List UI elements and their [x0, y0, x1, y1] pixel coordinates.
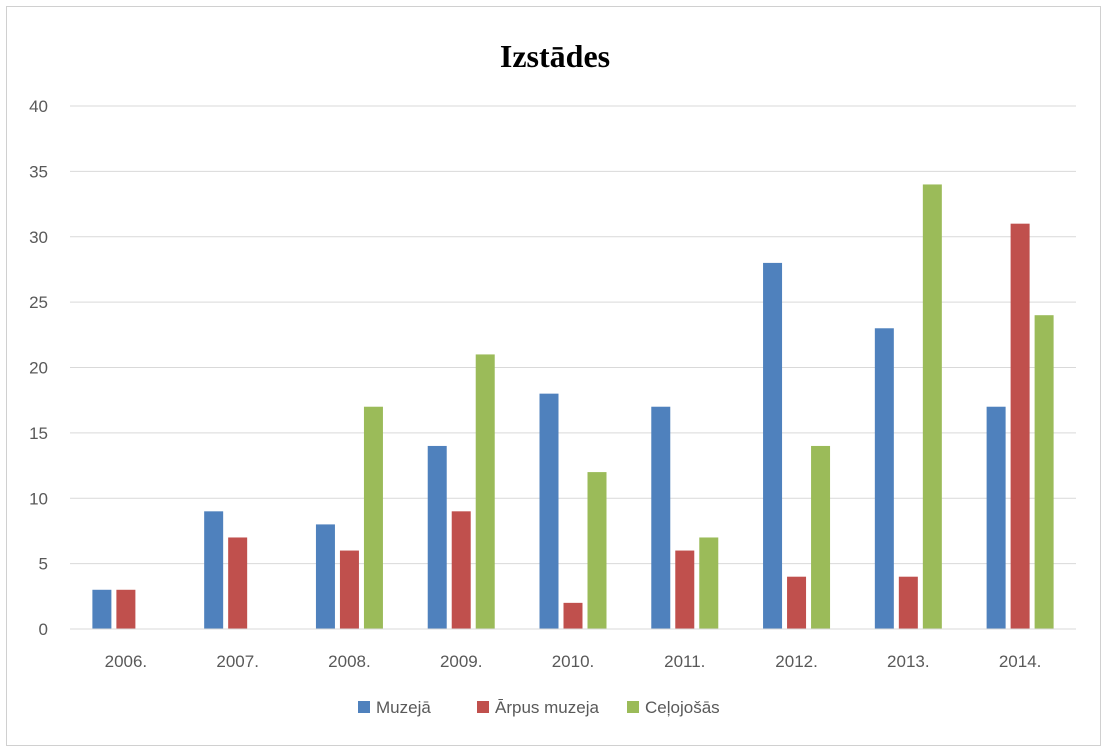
- y-tick-label: 15: [29, 424, 48, 443]
- bar-2-2014: [1010, 223, 1030, 630]
- legend-label: Ceļojošās: [645, 698, 720, 717]
- legend-item: Muzejā: [358, 698, 431, 717]
- bar-1-2010: [539, 393, 559, 629]
- bar-3-2008: [363, 406, 383, 629]
- x-tick-label: 2014.: [999, 652, 1042, 671]
- x-tick-label: 2009.: [440, 652, 483, 671]
- x-tick-label: 2013.: [887, 652, 930, 671]
- y-tick-label: 30: [29, 228, 48, 247]
- bar-1-2014: [986, 406, 1006, 629]
- bar-1-2008: [315, 524, 335, 629]
- bar-3-2013: [922, 184, 942, 629]
- x-axis-ticks: 2006. 2007. 2008. 2009. 2010. 2011. 2012. 2013.…: [105, 652, 1042, 671]
- legend-label: Ārpus muzeja: [495, 698, 599, 717]
- bar-2-2009: [451, 511, 471, 629]
- bar-2-2013: [898, 576, 918, 629]
- x-tick-label: 2007.: [216, 652, 259, 671]
- bar-1-2009: [427, 445, 447, 629]
- x-tick-label: 2011.: [664, 652, 705, 671]
- bar-3-2012: [811, 445, 831, 629]
- legend-swatch: [358, 701, 370, 713]
- bars: [92, 184, 1054, 630]
- legend: Muzejā Ārpus muzeja Ceļojošās: [358, 698, 720, 717]
- bar-2-2008: [339, 550, 359, 629]
- bar-3-2010: [587, 472, 607, 629]
- bar-2-2006: [116, 589, 136, 629]
- legend-label: Muzejā: [376, 698, 431, 717]
- legend-swatch: [627, 701, 639, 713]
- y-tick-label: 10: [29, 489, 48, 508]
- x-tick-label: 2010.: [552, 652, 595, 671]
- bar-2-2007: [228, 537, 248, 629]
- bar-3-2009: [475, 354, 495, 629]
- bar-3-2014: [1034, 315, 1054, 629]
- y-tick-label: 5: [39, 555, 48, 574]
- bar-1-2007: [204, 511, 224, 629]
- y-tick-label: 40: [29, 97, 48, 116]
- bar-1-2012: [763, 262, 783, 629]
- bar-1-2006: [92, 589, 112, 629]
- bar-1-2011: [651, 406, 671, 629]
- y-tick-label: 25: [29, 293, 48, 312]
- y-tick-label: 20: [29, 359, 48, 378]
- legend-item: Ceļojošās: [627, 698, 720, 717]
- bar-2-2010: [563, 602, 583, 629]
- legend-item: Ārpus muzeja: [477, 698, 599, 717]
- chart-title: Izstādes: [500, 38, 610, 74]
- bar-3-2011: [699, 537, 719, 629]
- x-tick-label: 2008.: [328, 652, 371, 671]
- x-tick-label: 2012.: [775, 652, 818, 671]
- y-tick-label: 0: [39, 620, 48, 639]
- y-tick-label: 35: [29, 162, 48, 181]
- bar-2-2012: [787, 576, 807, 629]
- legend-swatch: [477, 701, 489, 713]
- y-axis-ticks: 0 5 10 15 20 25 30 35 40: [29, 97, 48, 639]
- x-tick-label: 2006.: [105, 652, 148, 671]
- bar-2-2011: [675, 550, 695, 629]
- bar-1-2013: [874, 328, 894, 629]
